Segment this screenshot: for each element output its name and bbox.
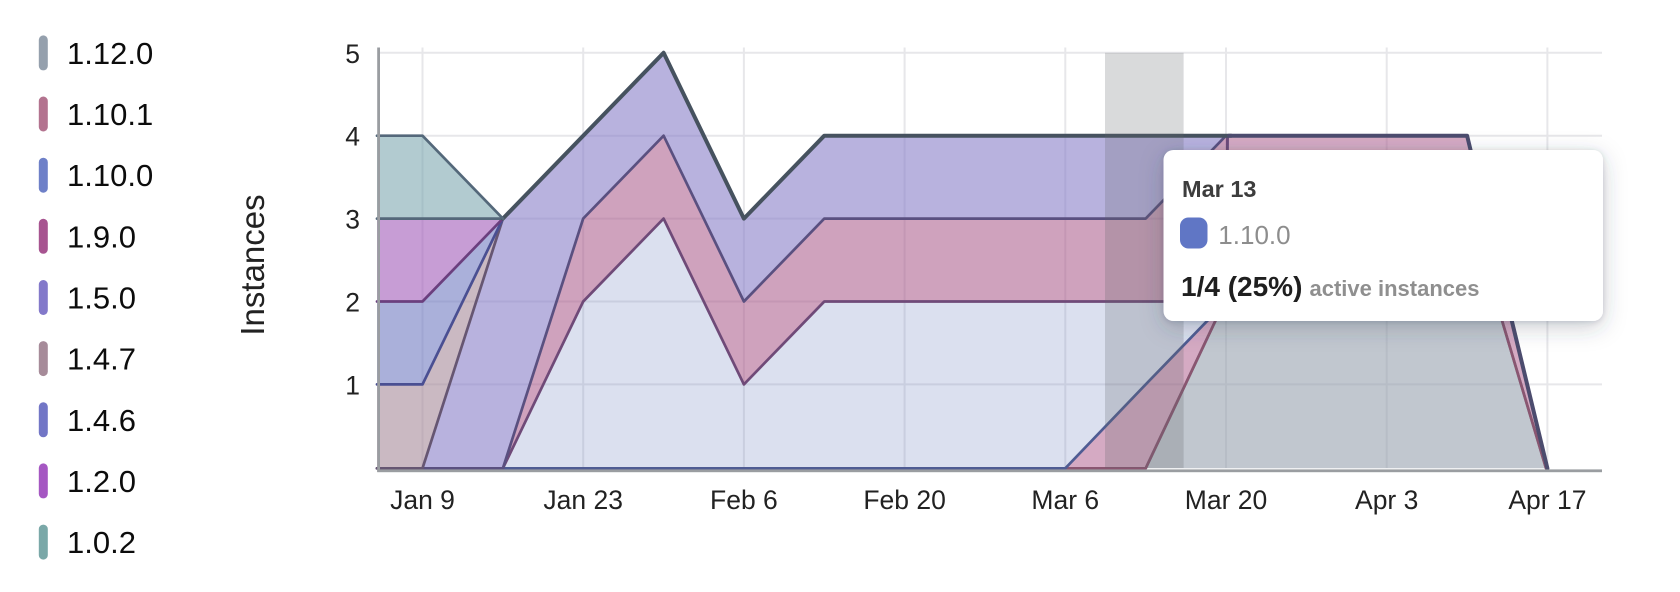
svg-text:5: 5 <box>345 39 360 69</box>
svg-text:1.4.7: 1.4.7 <box>67 342 136 377</box>
svg-text:active instances: active instances <box>1310 276 1480 301</box>
svg-text:Apr 17: Apr 17 <box>1508 485 1586 515</box>
svg-text:4: 4 <box>345 122 360 152</box>
svg-text:1.5.0: 1.5.0 <box>67 281 136 316</box>
svg-text:1: 1 <box>345 370 360 400</box>
svg-text:Instances: Instances <box>234 194 271 335</box>
svg-text:1.9.0: 1.9.0 <box>67 219 136 254</box>
svg-text:Mar 20: Mar 20 <box>1185 485 1267 515</box>
svg-text:1.10.1: 1.10.1 <box>67 97 153 132</box>
svg-text:2: 2 <box>345 288 360 318</box>
svg-text:Apr 3: Apr 3 <box>1355 485 1418 515</box>
svg-text:1.12.0: 1.12.0 <box>67 36 153 71</box>
svg-text:Jan 23: Jan 23 <box>543 485 623 515</box>
svg-text:Mar 6: Mar 6 <box>1031 485 1099 515</box>
svg-text:1.2.0: 1.2.0 <box>67 464 136 499</box>
svg-text:Feb 6: Feb 6 <box>710 485 778 515</box>
svg-text:1.4.6: 1.4.6 <box>67 403 136 438</box>
svg-text:1.0.2: 1.0.2 <box>67 525 136 560</box>
svg-text:Jan 9: Jan 9 <box>390 485 455 515</box>
svg-text:1/4 (25%): 1/4 (25%) <box>1181 271 1302 302</box>
svg-text:Feb 20: Feb 20 <box>863 485 946 515</box>
svg-text:1.10.0: 1.10.0 <box>1218 220 1290 250</box>
svg-text:1.10.0: 1.10.0 <box>67 158 153 193</box>
svg-text:3: 3 <box>345 205 360 235</box>
svg-text:Mar 13: Mar 13 <box>1182 176 1256 202</box>
